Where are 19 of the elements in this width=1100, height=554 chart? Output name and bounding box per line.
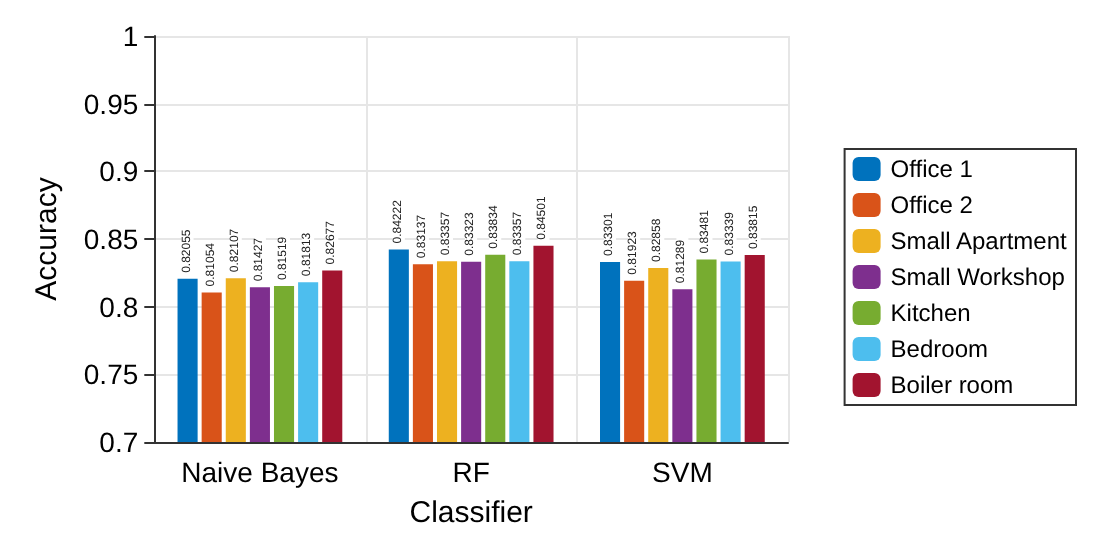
legend-label: Kitchen (890, 299, 971, 327)
legend-label: Small Apartment (890, 227, 1069, 255)
y-tick-label: 1 (122, 20, 139, 52)
legend-label: Office 1 (890, 155, 974, 183)
x-tick-label: RF (452, 456, 490, 488)
y-tick-label: 0.7 (99, 426, 139, 458)
y-tick-label: 0.75 (83, 358, 139, 391)
legend-label: Small Workshop (890, 263, 1066, 291)
y-tick-label: 0.9 (99, 155, 139, 188)
legend-label: Office 2 (890, 191, 974, 219)
y-tick-label: 0.85 (83, 223, 139, 255)
x-tick-label: SVM (652, 456, 713, 488)
legend-label: Bedroom (890, 335, 989, 363)
y-tick-label: 0.95 (83, 87, 139, 120)
x-tick-label: Naive Bayes (181, 456, 339, 488)
y-tick-label: 0.8 (99, 290, 139, 323)
legend-label: Boiler room (890, 371, 1014, 399)
y-axis-title: Accuracy (30, 176, 64, 301)
x-axis-title: Classifier (409, 496, 533, 530)
